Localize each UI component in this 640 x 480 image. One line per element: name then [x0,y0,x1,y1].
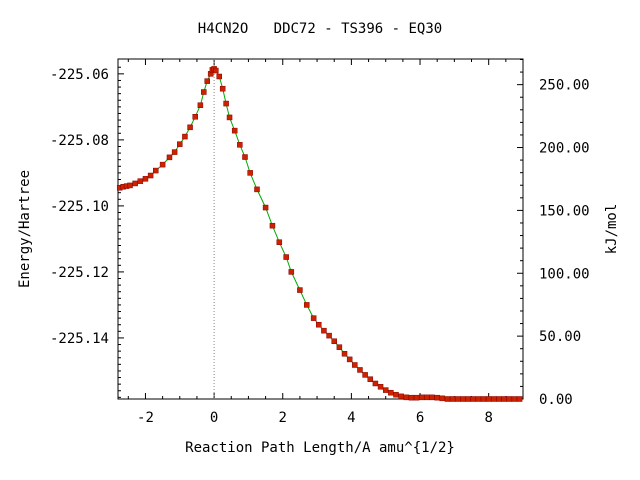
data-point [197,102,204,108]
y2-axis-label: kJ/mol [604,204,620,255]
y-tick-label: -225.10 [50,199,109,215]
data-point [424,394,430,401]
series-line [119,68,520,400]
x-tick-label: 4 [347,410,355,426]
data-point [372,380,379,387]
data-point [491,396,497,402]
data-point [137,178,144,184]
y2-tick-label: 100.00 [539,266,590,282]
data-point [403,394,410,401]
y-tick-label: -225.12 [50,265,109,281]
data-point [377,384,384,390]
data-point [304,302,310,308]
data-point [516,396,523,402]
data-point [127,182,133,189]
y2-tick-label: 250.00 [539,78,590,94]
data-point [331,338,337,344]
y2-tick-label: 150.00 [539,203,590,219]
data-point [316,321,322,328]
data-point [276,239,283,245]
y2-tick-label: 200.00 [539,141,590,157]
data-point [213,67,219,74]
data-point [393,391,399,398]
data-point [511,396,518,402]
x-tick-label: 0 [210,410,218,426]
data-point [321,327,327,334]
data-point [288,269,295,275]
data-point [310,315,317,321]
data-point [237,142,243,148]
data-point [382,387,389,393]
data-point [166,154,173,161]
data-point [434,394,440,401]
data-point [201,89,207,95]
data-point [254,186,260,193]
data-point [341,351,348,357]
y2-tick-label: 50.00 [539,329,581,345]
data-point [269,222,276,229]
data-point [485,396,492,402]
data-point [501,396,507,402]
data-point [147,172,154,179]
data-point [465,396,471,402]
data-point [460,396,466,402]
plot-frame [117,58,524,400]
x-axis-label: Reaction Path Length/A amu^{1/2} [185,440,455,456]
data-point [142,176,149,182]
data-point [247,170,253,176]
data-point [398,393,404,400]
data-point [506,396,513,402]
data-point [413,394,420,401]
data-point [408,394,415,401]
y-axis-label: Energy/Hartree [17,170,33,288]
data-point [470,396,476,402]
data-point [226,114,233,121]
data-point [187,124,193,131]
data-point [171,149,178,155]
data-point [449,396,456,402]
data-point [326,332,332,339]
data-point [475,396,482,402]
data-point [336,344,343,350]
data-point [419,394,425,401]
data-point [346,356,353,363]
y2-tick-label: 0.00 [539,392,573,408]
data-point [182,133,188,140]
data-point [429,394,435,401]
data-point [177,141,183,147]
data-point [439,395,446,402]
data-point [216,73,222,80]
x-tick-label: 8 [484,410,492,426]
data-point [444,396,451,402]
data-point [242,154,248,160]
data-point [159,161,166,168]
data-point [219,85,226,92]
data-point [367,376,374,382]
data-point [388,389,394,396]
data-point [496,396,502,402]
data-point [357,367,363,373]
x-tick-label: 2 [279,410,287,426]
data-point [262,204,269,211]
data-point [362,372,368,378]
data-point [480,396,487,402]
x-tick-label: -2 [137,410,154,426]
y-tick-label: -225.08 [50,133,109,149]
data-point [297,287,303,293]
data-point [204,78,210,84]
data-point [283,254,289,260]
data-point [132,180,138,187]
data-point [192,114,198,120]
y-tick-label: -225.14 [50,331,109,347]
data-point [231,127,238,134]
x-tick-label: 6 [416,410,424,426]
data-point [223,100,229,107]
data-point [352,362,358,368]
data-point [455,396,461,402]
chart-title: H4CN2O DDC72 - TS396 - EQ30 [198,21,442,37]
data-point [153,167,159,174]
y-tick-label: -225.06 [50,67,109,83]
